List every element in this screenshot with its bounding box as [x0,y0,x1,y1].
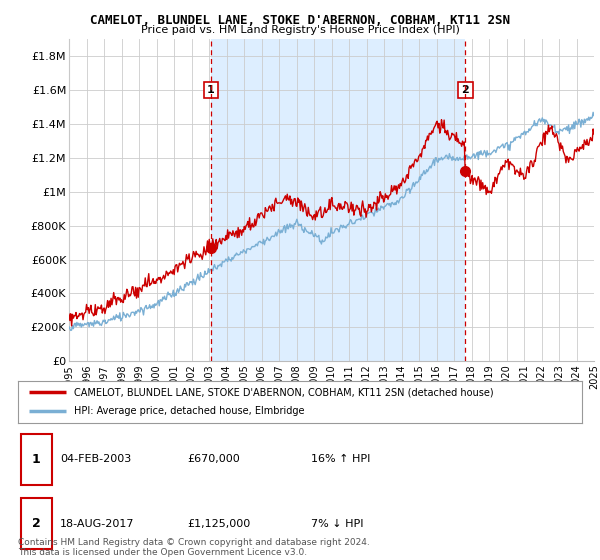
Text: CAMELOT, BLUNDEL LANE, STOKE D'ABERNON, COBHAM, KT11 2SN: CAMELOT, BLUNDEL LANE, STOKE D'ABERNON, … [90,14,510,27]
Text: 2: 2 [32,517,41,530]
Text: 04-FEB-2003: 04-FEB-2003 [60,454,131,464]
Text: CAMELOT, BLUNDEL LANE, STOKE D'ABERNON, COBHAM, KT11 2SN (detached house): CAMELOT, BLUNDEL LANE, STOKE D'ABERNON, … [74,387,494,397]
Text: Contains HM Land Registry data © Crown copyright and database right 2024.
This d: Contains HM Land Registry data © Crown c… [18,538,370,557]
Bar [21,434,52,485]
Text: 16% ↑ HPI: 16% ↑ HPI [311,454,371,464]
Text: 7% ↓ HPI: 7% ↓ HPI [311,519,364,529]
Text: Price paid vs. HM Land Registry's House Price Index (HPI): Price paid vs. HM Land Registry's House … [140,25,460,35]
Text: £670,000: £670,000 [187,454,240,464]
Text: 18-AUG-2017: 18-AUG-2017 [60,519,135,529]
Bar [21,498,52,549]
Text: £1,125,000: £1,125,000 [187,519,250,529]
Text: HPI: Average price, detached house, Elmbridge: HPI: Average price, detached house, Elmb… [74,407,305,417]
Text: 1: 1 [32,453,41,466]
Text: 2: 2 [461,85,469,95]
Text: 1: 1 [207,85,215,95]
Bar [211,39,466,361]
